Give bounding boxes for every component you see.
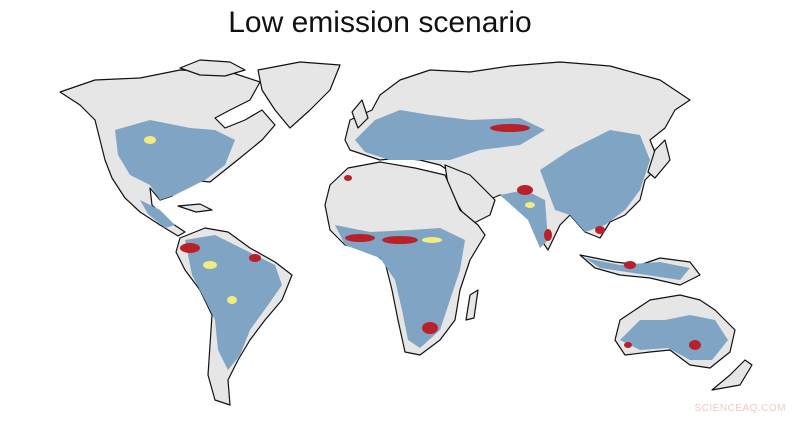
region-aus (620, 315, 728, 360)
region-eu (355, 110, 545, 160)
madagascar (465, 289, 479, 321)
hotspot-high (595, 226, 605, 234)
watermark: SCIENCEAQ.COM (694, 403, 786, 414)
hotspot-low (227, 296, 237, 304)
hotspot-high (344, 175, 352, 181)
hotspot-high (624, 261, 636, 269)
hotspot-high (422, 322, 438, 334)
hotspot-high (517, 185, 533, 195)
region-africa (335, 225, 465, 348)
hotspots (144, 124, 701, 350)
greenland (257, 61, 341, 129)
hotspot-high (689, 340, 701, 350)
hotspot-high (382, 236, 418, 244)
caribbean (177, 203, 213, 213)
hotspot-low (525, 202, 535, 208)
british-isles (351, 99, 369, 129)
hotspot-low (203, 261, 217, 269)
blue-regions (115, 110, 728, 370)
hotspot-low (422, 237, 442, 243)
hotspot-high (249, 254, 261, 262)
region-ca (140, 200, 175, 228)
region-sea (585, 258, 690, 280)
hotspot-high (345, 234, 375, 242)
region-india (500, 190, 548, 248)
map-title: Low emission scenario (228, 6, 532, 39)
new-zealand (711, 359, 753, 391)
arctic-islands (179, 59, 246, 77)
hotspot-high (544, 229, 552, 241)
region-asia (540, 130, 650, 232)
japan (647, 139, 671, 179)
hotspot-high (180, 243, 200, 253)
hotspot-high (490, 124, 530, 132)
hotspot-high (624, 342, 632, 348)
hotspot-low (144, 136, 156, 144)
